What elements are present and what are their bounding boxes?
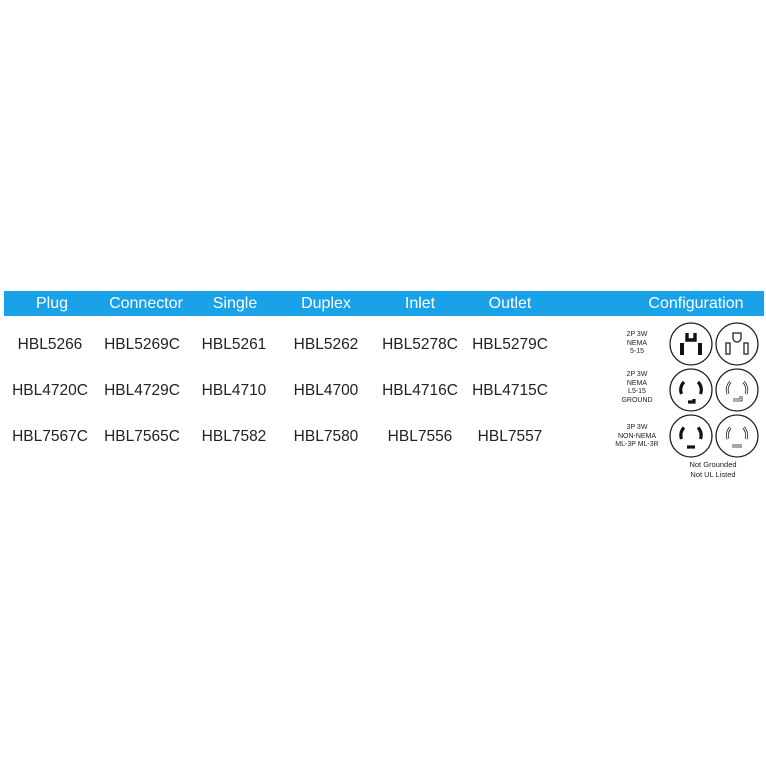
header-outlet: Outlet (488, 295, 532, 312)
cell-connector: HBL5269C (104, 336, 180, 353)
header-single: Single (212, 295, 258, 312)
cell-single: HBL4710 (201, 382, 267, 399)
configuration-label: 2P 3W NEMA L5-15 GROUND (606, 371, 668, 405)
ml-3r-receptacle-icon (715, 414, 759, 458)
cell-connector: HBL4729C (104, 382, 180, 399)
config-line: NEMA (626, 339, 648, 347)
cell-duplex: HBL7580 (293, 428, 359, 445)
cell-inlet: HBL4716C (382, 382, 458, 399)
configuration-label: 2P 3W NEMA 5-15 (606, 331, 668, 357)
configuration-note: Not Grounded Not UL Listed (670, 460, 756, 479)
header-inlet: Inlet (404, 295, 436, 312)
cell-single: HBL5261 (201, 336, 267, 353)
header-configuration: Configuration (648, 295, 744, 312)
cell-plug: HBL7567C (12, 428, 88, 445)
cell-duplex: HBL4700 (293, 382, 359, 399)
header-duplex: Duplex (301, 295, 351, 312)
config-line: 2P 3W (626, 331, 648, 338)
cell-plug: HBL5266 (17, 336, 83, 353)
nema-l5-15-receptacle-icon (715, 368, 759, 412)
config-line: NEMA (626, 379, 648, 387)
cell-inlet: HBL7556 (387, 428, 453, 445)
header-plug: Plug (35, 295, 69, 312)
ml-3p-plug-icon (669, 414, 713, 458)
cell-plug: HBL4720C (12, 382, 88, 399)
cell-single: HBL7582 (201, 428, 267, 445)
config-line: 2P 3W (626, 371, 648, 378)
config-line: ML-3P ML-3R (615, 441, 659, 448)
cell-inlet: HBL5278C (382, 336, 458, 353)
configuration-label: 3P 3W NON-NEMA ML-3P ML-3R (606, 424, 668, 450)
table-header: Plug Connector Single Duplex Inlet Outle… (4, 291, 764, 316)
nema-5-15-receptacle-icon (715, 322, 759, 366)
config-line: 5-15 (629, 348, 644, 355)
config-line: NON-NEMA (617, 432, 657, 440)
cell-duplex: HBL5262 (293, 336, 359, 353)
nema-l5-15-plug-icon (669, 368, 713, 412)
config-line: L5-15 (628, 388, 646, 395)
nema-5-15-plug-icon (669, 322, 713, 366)
note-line: Not UL Listed (690, 469, 736, 479)
config-line: GROUND (621, 396, 653, 404)
header-connector: Connector (109, 295, 183, 312)
cell-outlet: HBL5279C (472, 336, 548, 353)
cell-connector: HBL7565C (104, 428, 180, 445)
config-line: 3P 3W (626, 424, 648, 431)
cell-outlet: HBL7557 (477, 428, 543, 445)
cell-outlet: HBL4715C (472, 382, 548, 399)
note-line: Not Grounded (689, 460, 737, 469)
